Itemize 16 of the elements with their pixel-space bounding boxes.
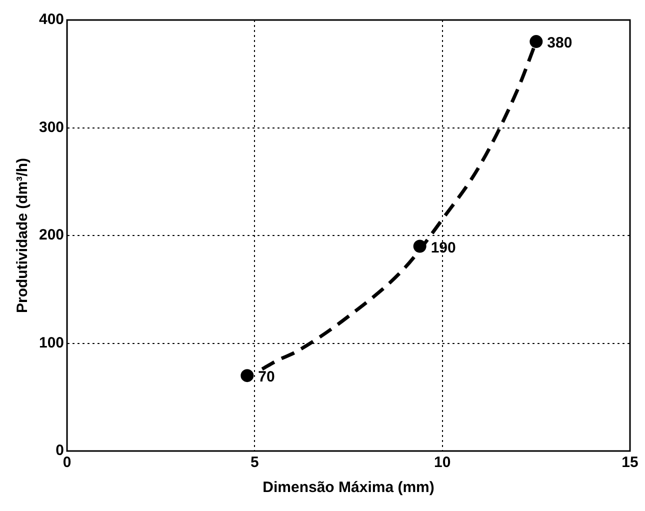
y-tick-label: 400: [38, 11, 64, 28]
data-label: 70: [258, 368, 275, 386]
point: [413, 240, 426, 253]
y-tick-label: 100: [38, 334, 64, 352]
x-tick-label: 5: [250, 454, 259, 472]
x-tick-label: 10: [434, 454, 451, 472]
data-label: 380: [547, 34, 572, 52]
y-tick-label: 0: [56, 442, 64, 460]
y-tick-label: 200: [38, 226, 64, 244]
point: [240, 369, 254, 382]
data-label: 190: [430, 239, 456, 256]
x-axis-title: Dimensão Máxima (mm): [262, 479, 434, 496]
point: [530, 35, 543, 48]
y-tick-label: 300: [38, 118, 64, 136]
y-axis-title: Produtividade (dm³/h): [14, 158, 32, 313]
x-tick-label: 15: [622, 454, 638, 472]
